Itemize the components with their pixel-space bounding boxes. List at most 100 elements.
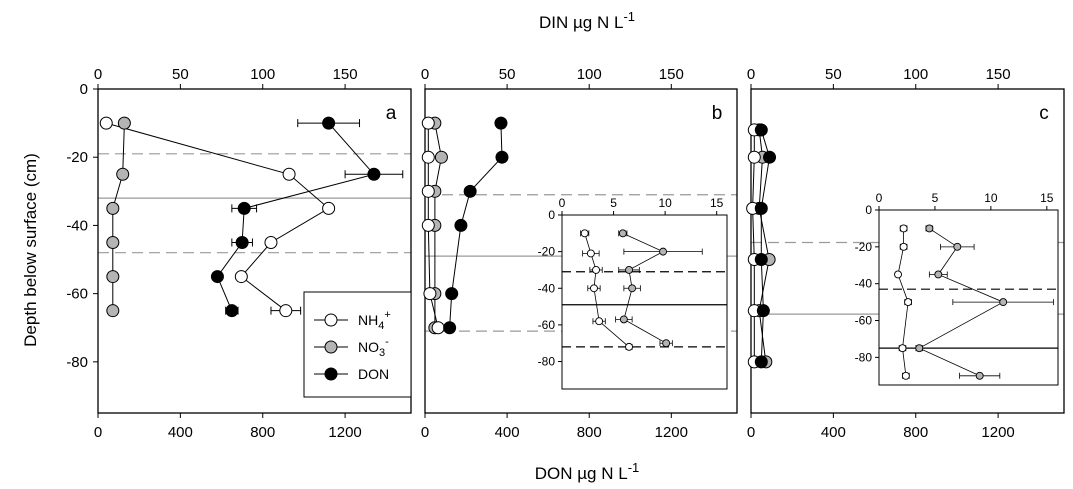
inset-data-point-no3 (953, 242, 962, 251)
data-point-nh4 (423, 287, 437, 301)
inset-y-tick-label: -60 (855, 314, 873, 328)
data-point-don (225, 304, 239, 318)
panel-label: a (386, 103, 397, 124)
depth-tick-label: -40 (66, 217, 88, 234)
inset-x-tick-label: 10 (984, 191, 998, 205)
inset-data-point-nh4 (592, 265, 600, 274)
inset-data-point-nh4 (899, 224, 908, 233)
inset-y-tick-label: 0 (865, 203, 872, 217)
legend-marker-nh4 (324, 313, 338, 327)
data-point-don (322, 116, 336, 130)
data-point-don (237, 201, 251, 215)
legend-box (303, 291, 412, 398)
inset-data-point-no3 (925, 224, 934, 233)
legend: NH4+ NO3- DON (303, 291, 412, 398)
inset-data-point-no3 (975, 371, 984, 380)
data-point-don (367, 167, 381, 181)
din-tick-label: 50 (825, 66, 842, 83)
inset-data-point-nh4 (586, 249, 595, 258)
series-line-nh4 (106, 122, 330, 312)
data-point-nh4 (747, 150, 761, 164)
depth-tick-label: -60 (66, 286, 88, 303)
panel-frame (424, 88, 738, 414)
data-point-nh4 (99, 116, 113, 130)
inset-frame (878, 209, 1059, 386)
data-point-nh4 (421, 184, 435, 198)
inset-data-point-no3 (628, 284, 637, 293)
data-point-don (445, 287, 459, 301)
don-tick-label: 400 (495, 424, 520, 441)
inset-y-tick-label: -40 (538, 281, 556, 295)
data-point-no3 (106, 235, 120, 249)
inset-x-tick-label: 15 (710, 196, 724, 210)
legend-marker-don (324, 367, 338, 381)
inset-data-point-nh4 (901, 371, 910, 380)
depth-tick-label: -80 (66, 354, 88, 371)
inset-data-point-no3 (662, 339, 671, 348)
data-point-don (754, 355, 768, 369)
inset-y-tick-label: -20 (855, 240, 873, 254)
data-point-no3 (117, 116, 131, 130)
data-point-don (443, 321, 457, 335)
din-tick-label: 150 (659, 66, 684, 83)
data-point-no3 (106, 270, 120, 284)
data-point-nh4 (234, 270, 248, 284)
inset-data-point-no3 (619, 315, 628, 324)
panel-frame (750, 88, 1065, 414)
y-axis-title: Depth below surface (cm) (21, 153, 40, 347)
don-tick-label: 400 (821, 424, 846, 441)
data-point-don (494, 116, 508, 130)
data-point-don (495, 150, 509, 164)
panel-frame (97, 88, 412, 414)
din-tick-label: 50 (499, 66, 516, 83)
inset-x-tick-label: 0 (559, 196, 566, 210)
legend-label-don: DON (358, 366, 389, 382)
data-point-no3 (434, 150, 448, 164)
data-point-don (754, 253, 768, 267)
inset-data-point-no3 (659, 247, 668, 256)
inset-data-point-no3 (618, 229, 627, 238)
depth-tick-label: -20 (66, 149, 88, 166)
don-tick-label: 800 (577, 424, 602, 441)
inset-data-point-no3 (915, 344, 924, 353)
series-line-don (760, 129, 771, 362)
din-tick-label: 150 (333, 66, 358, 83)
data-point-don (754, 201, 768, 215)
data-point-don (235, 235, 249, 249)
data-point-no3 (106, 201, 120, 215)
data-point-don (756, 304, 770, 318)
don-tick-label: 1200 (981, 424, 1014, 441)
inset-y-tick-label: -80 (538, 355, 556, 369)
inset-y-tick-label: 0 (548, 208, 555, 222)
inset-x-tick-label: 5 (932, 191, 939, 205)
data-point-don (754, 123, 768, 137)
inset-y-tick-label: -40 (855, 277, 873, 291)
don-tick-label: 0 (94, 424, 102, 441)
inset-data-point-nh4 (894, 270, 902, 279)
inset-y-tick-label: -80 (855, 350, 873, 364)
data-point-nh4 (421, 150, 435, 164)
series-line-no3 (758, 129, 770, 362)
panel-a: 0 50 100 150 0 400 800 1200 0 -20 -40 -60 -80 a (66, 66, 412, 441)
din-tick-label: 0 (421, 66, 429, 83)
inset-data-point-no3 (625, 265, 633, 274)
don-tick-label: 0 (421, 424, 429, 441)
inset-x-tick-label: 10 (658, 196, 672, 210)
inset-data-point-no3 (999, 298, 1008, 307)
legend-label-no3: NO3- (358, 336, 389, 359)
bottom-axis-title: DON µg N L-1 (535, 460, 640, 483)
inset-y-tick-label: -20 (538, 245, 556, 259)
inset-data-point-nh4 (595, 317, 604, 326)
din-tick-label: 100 (250, 66, 275, 83)
don-tick-label: 400 (168, 424, 193, 441)
data-point-nh4 (431, 321, 445, 335)
inset-b: 0 5 10 15 0 -20 -40 -60 -80 (538, 196, 728, 390)
data-point-nh4 (421, 218, 435, 232)
data-point-no3 (106, 304, 120, 318)
legend-marker-no3 (324, 340, 338, 354)
depth-tick-label: 0 (80, 81, 88, 98)
inset-data-point-no3 (934, 270, 943, 279)
inset-frame (561, 214, 728, 390)
